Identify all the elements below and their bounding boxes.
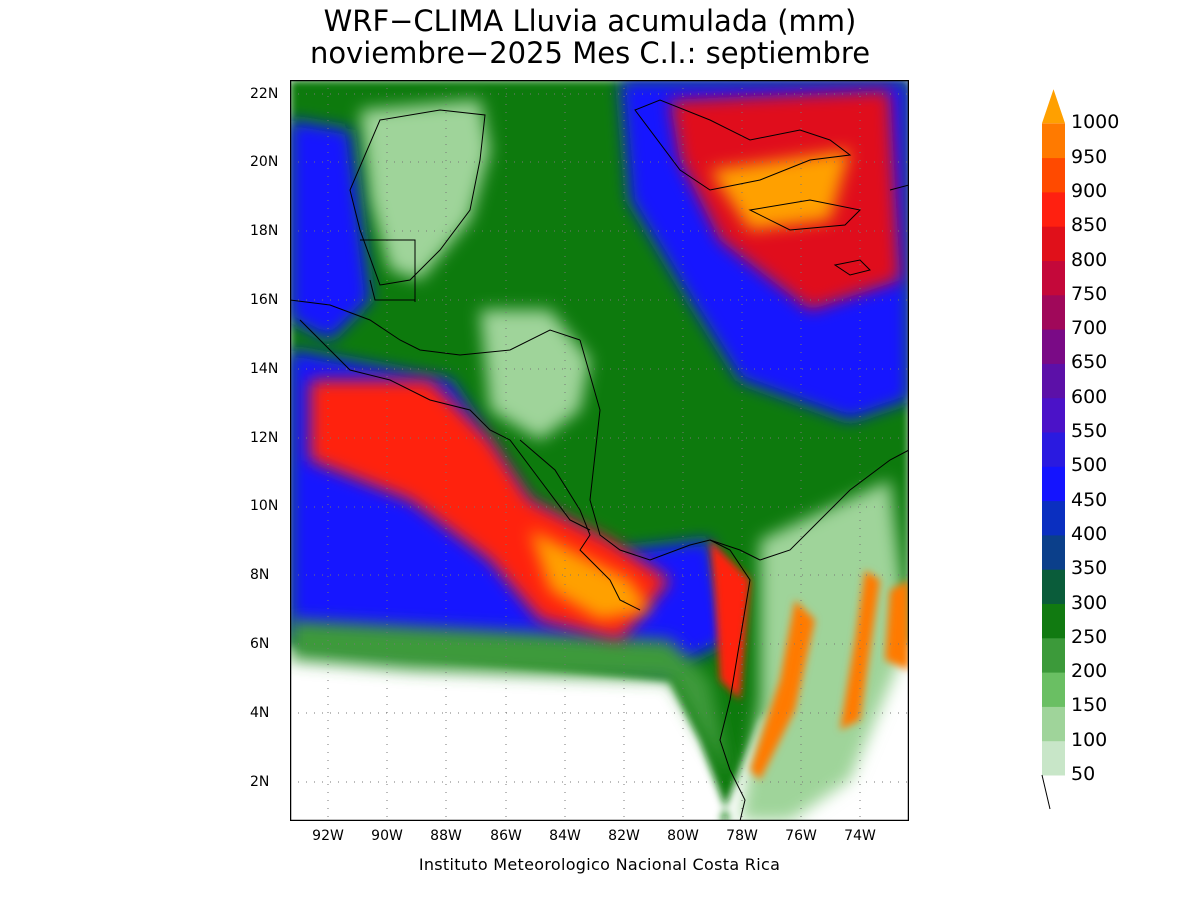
colorbar-label: 100 (1071, 728, 1108, 751)
lon-tick-label: 78W (726, 828, 758, 844)
rain-field-blue-west (290, 120, 370, 340)
map-subtitle: noviembre−2025 Mes C.I.: septiembre (309, 36, 871, 70)
country-border-guatemala (360, 239, 416, 302)
lon-tick-label: 80W (667, 828, 699, 844)
colorbar-label: 800 (1071, 248, 1108, 271)
lon-tick-label: 74W (844, 828, 876, 844)
rain-field-southern-fringe (290, 620, 730, 780)
rain-field-orange-colombia-1 (750, 600, 815, 780)
colorbar-label: 200 (1071, 660, 1108, 683)
lon-tick-label: 84W (549, 828, 581, 844)
rain-field-lightgreen-honduras (480, 310, 590, 440)
lon-tick-label: 92W (312, 828, 344, 844)
colorbar-max-arrow (1042, 89, 1065, 124)
colorbar-label: 150 (1071, 694, 1108, 717)
lat-tick-label: 12N (250, 430, 279, 446)
lat-tick-label: 10N (250, 498, 279, 514)
rain-field-orange-costarica (530, 530, 650, 620)
colorbar-label: 400 (1071, 522, 1108, 545)
colorbar-label: 450 (1071, 488, 1108, 511)
map-frame (290, 80, 909, 821)
lon-tick-label: 76W (785, 828, 817, 844)
colorbar (1041, 89, 1065, 810)
lon-tick-label: 86W (490, 828, 522, 844)
colorbar-swatch (1042, 363, 1065, 399)
colorbar-label: 750 (1071, 282, 1108, 305)
colorbar-swatch (1042, 637, 1065, 673)
colorbar-swatch (1042, 569, 1065, 604)
colorbar-label: 600 (1071, 385, 1108, 408)
lat-tick-label: 4N (250, 705, 270, 721)
rain-field-lightgreen-colombia (740, 480, 909, 821)
colorbar-min-arrow (1041, 774, 1051, 810)
lat-tick-label: 20N (250, 154, 279, 170)
colorbar-swatch (1042, 432, 1065, 467)
colorbar-swatch (1042, 157, 1065, 193)
colorbar-swatch (1042, 397, 1065, 433)
colorbar-swatch (1042, 706, 1065, 742)
lat-tick-label: 14N (250, 361, 279, 377)
colorbar-label: 300 (1071, 591, 1108, 614)
colorbar-label: 500 (1071, 454, 1108, 477)
lon-tick-label: 82W (608, 828, 640, 844)
lon-tick-label: 90W (371, 828, 403, 844)
colorbar-label: 950 (1071, 145, 1108, 168)
lat-tick-label: 2N (250, 774, 270, 790)
colorbar-swatch (1042, 500, 1065, 536)
colorbar-label: 650 (1071, 351, 1108, 374)
colorbar-label: 550 (1071, 420, 1108, 442)
colorbar-swatch (1042, 603, 1065, 639)
colorbar-swatch (1042, 191, 1065, 227)
lat-tick-label: 16N (250, 292, 279, 308)
credit-text: Instituto Meteorologico Nacional Costa R… (418, 855, 781, 874)
colorbar-swatch (1042, 123, 1065, 159)
colorbar-swatch (1042, 329, 1065, 364)
precipitation-map (290, 80, 909, 821)
colorbar-swatch (1042, 260, 1065, 296)
colorbar-label: 50 (1071, 763, 1096, 785)
colorbar-label: 700 (1071, 317, 1108, 340)
colorbar-label: 850 (1071, 214, 1108, 237)
colorbar-swatch (1042, 466, 1065, 502)
lat-tick-label: 18N (250, 223, 279, 239)
rain-field-orange-colombia-2 (840, 570, 880, 730)
colorbar-swatch (1042, 294, 1065, 330)
colorbar-swatch (1042, 534, 1065, 570)
colorbar-swatch (1042, 226, 1065, 261)
lon-tick-label: 88W (430, 828, 462, 844)
colorbar-label: 250 (1071, 625, 1108, 648)
rain-field-red-darien (710, 540, 750, 700)
lat-tick-label: 6N (250, 636, 270, 652)
rain-field-orange-colombia-3 (885, 580, 909, 670)
lat-tick-label: 22N (250, 86, 279, 102)
rain-field-orange-hispaniola (710, 150, 850, 230)
colorbar-label: 900 (1071, 179, 1108, 202)
colorbar-swatch (1042, 672, 1065, 707)
map-title: WRF−CLIMA Lluvia acumulada (mm) (323, 4, 857, 38)
lat-tick-label: 8N (250, 567, 270, 583)
colorbar-label: 1000 (1071, 111, 1120, 134)
rain-field-lightgreen-yucatan (360, 100, 490, 280)
colorbar-label: 350 (1071, 557, 1108, 580)
colorbar-swatch (1042, 740, 1065, 776)
